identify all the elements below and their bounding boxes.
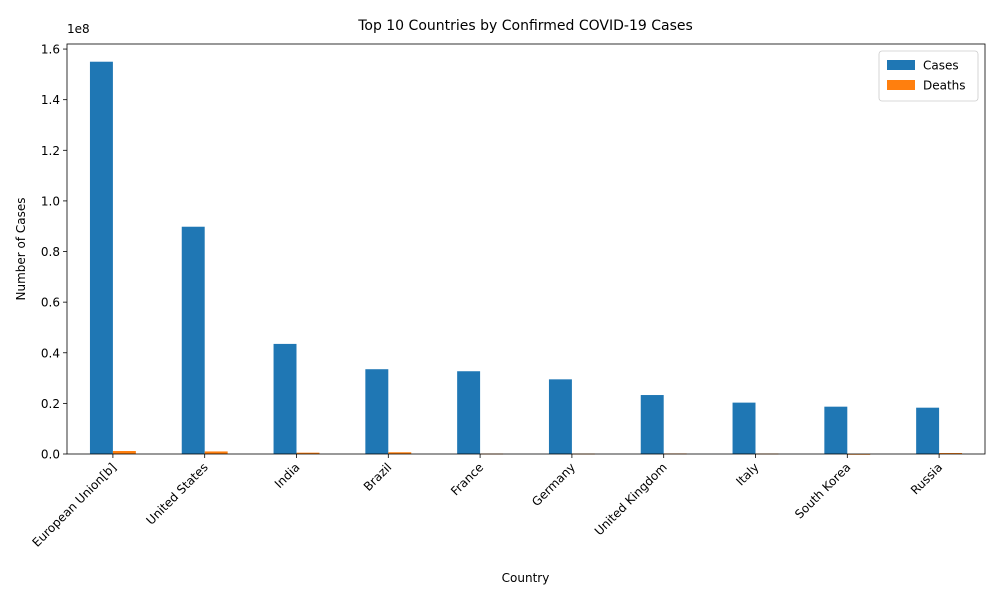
x-tick-label: United States — [143, 460, 210, 527]
bar-cases-9 — [916, 407, 940, 454]
bar-deaths-2 — [296, 452, 320, 454]
x-tick-label: Russia — [908, 460, 945, 497]
y-tick-label: 1.2 — [41, 144, 60, 158]
bar-cases-0 — [89, 61, 113, 454]
bar-deaths-9 — [939, 453, 963, 454]
x-tick-label: European Union[b] — [29, 460, 119, 550]
bar-cases-7 — [732, 402, 756, 454]
legend-swatch-deaths — [887, 80, 915, 90]
legend-label-deaths: Deaths — [923, 79, 966, 93]
y-tick-label: 1.0 — [41, 194, 60, 208]
x-tick-label: Germany — [529, 460, 578, 509]
y-tick-label: 0.8 — [41, 245, 60, 259]
bars-group — [89, 61, 963, 455]
chart-title: Top 10 Countries by Confirmed COVID-19 C… — [357, 18, 693, 34]
bar-deaths-0 — [112, 451, 136, 454]
x-axis-label: Country — [502, 571, 550, 585]
legend: Cases Deaths — [878, 50, 979, 102]
legend-swatch-cases — [887, 60, 915, 70]
y-axis: 0.0 0.2 0.4 0.6 0.8 1.0 1.2 1.4 1.6 — [41, 43, 67, 462]
y-tick-label: 1.4 — [41, 93, 60, 107]
bar-deaths-1 — [204, 451, 228, 454]
y-tick-label: 0.2 — [41, 397, 60, 411]
bar-cases-2 — [273, 343, 297, 454]
bar-deaths-3 — [388, 452, 412, 454]
y-tick-label: 0.6 — [41, 296, 60, 310]
x-tick-label: United Kingdom — [592, 460, 670, 538]
x-tick-label: Brazil — [361, 460, 395, 494]
y-axis-label: Number of Cases — [14, 197, 28, 300]
bar-cases-6 — [640, 395, 664, 454]
bar-cases-1 — [181, 226, 205, 454]
x-tick-label: France — [448, 460, 486, 498]
plot-area-frame — [66, 43, 986, 455]
bar-cases-3 — [365, 369, 389, 454]
bar-cases-4 — [457, 371, 481, 454]
x-tick-label: South Korea — [792, 460, 853, 521]
x-tick-label: Italy — [733, 460, 761, 488]
y-axis-offset-label: 1e8 — [67, 22, 90, 36]
y-tick-label: 0.4 — [41, 346, 60, 360]
x-axis: European Union[b] United States India Brazi… — [29, 454, 945, 550]
y-tick-label: 1.6 — [41, 43, 60, 57]
bar-cases-8 — [824, 406, 848, 454]
y-tick-label: 0.0 — [41, 448, 60, 462]
x-tick-label: India — [272, 460, 303, 491]
bar-cases-5 — [548, 379, 572, 454]
legend-label-cases: Cases — [923, 59, 959, 73]
